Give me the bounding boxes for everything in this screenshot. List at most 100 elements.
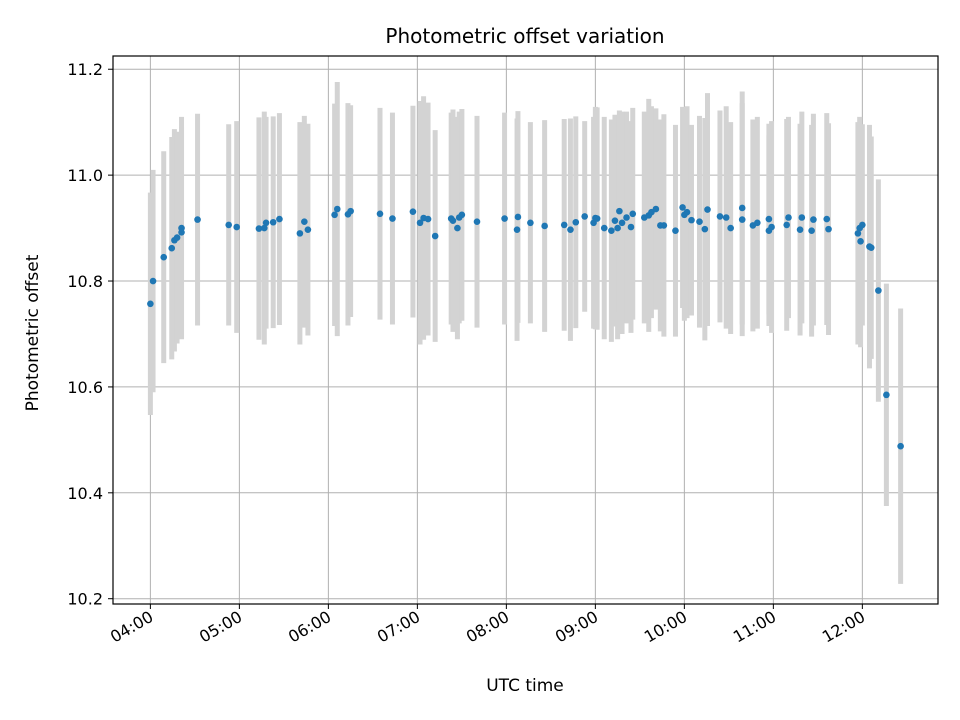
- y-axis-title: Photometric offset: [23, 254, 43, 411]
- x-tick-label: 05:00: [196, 607, 245, 647]
- data-point: [389, 215, 396, 222]
- data-point: [149, 277, 157, 285]
- data-point: [727, 224, 734, 232]
- y-tick-label: 10.8: [67, 272, 103, 291]
- x-tick-label: 04:00: [107, 607, 156, 647]
- data-point: [409, 208, 417, 215]
- data-point: [255, 225, 263, 232]
- data-point: [696, 218, 703, 226]
- data-point: [738, 216, 746, 223]
- data-point: [600, 224, 608, 232]
- data-point: [704, 206, 711, 213]
- data-point: [688, 216, 695, 224]
- data-point: [810, 216, 817, 223]
- data-point: [593, 215, 601, 222]
- data-point: [785, 214, 792, 221]
- data-point: [262, 219, 270, 227]
- data-point: [560, 221, 568, 229]
- data-points: [147, 204, 904, 450]
- data-point: [168, 244, 176, 252]
- y-axis: 10.2 10.4 10.6 10.8 11.0 11.2: [67, 60, 113, 609]
- data-point: [424, 215, 432, 223]
- data-point: [431, 232, 439, 240]
- data-point: [679, 204, 686, 211]
- error-bars: [147, 81, 904, 584]
- data-point: [859, 221, 866, 229]
- data-point: [783, 221, 791, 229]
- x-tick-label: 10:00: [641, 607, 690, 647]
- data-point: [276, 215, 283, 223]
- data-point: [567, 226, 574, 233]
- x-tick-label: 09:00: [552, 607, 601, 647]
- data-point: [173, 234, 181, 241]
- y-tick-label: 11.2: [67, 60, 103, 79]
- x-tick-label: 08:00: [463, 607, 512, 647]
- data-point: [611, 217, 619, 224]
- data-point: [454, 224, 461, 232]
- data-point: [541, 222, 548, 230]
- y-tick-label: 10.4: [67, 484, 103, 503]
- data-point: [716, 213, 724, 220]
- data-point: [857, 238, 864, 245]
- data-point: [304, 226, 312, 233]
- data-point: [738, 204, 746, 212]
- data-point: [473, 218, 481, 226]
- x-tick-label: 11:00: [730, 607, 779, 647]
- data-point: [768, 223, 775, 231]
- data-point: [269, 218, 277, 226]
- data-point: [501, 215, 508, 222]
- data-point: [754, 219, 761, 227]
- data-point: [260, 224, 268, 232]
- data-point: [825, 225, 832, 233]
- y-tick-label: 10.2: [67, 590, 103, 609]
- data-point: [765, 215, 773, 223]
- data-point: [796, 226, 804, 233]
- data-point: [629, 210, 637, 218]
- data-point: [660, 222, 668, 229]
- data-point: [296, 230, 304, 237]
- data-point: [194, 216, 201, 223]
- data-point: [514, 213, 522, 221]
- data-point: [701, 225, 709, 233]
- data-point: [416, 219, 424, 227]
- data-point: [301, 218, 308, 226]
- data-point: [808, 227, 815, 235]
- data-point: [347, 207, 354, 215]
- data-point: [225, 221, 232, 229]
- data-point: [798, 214, 806, 221]
- data-point: [331, 211, 338, 219]
- data-point: [897, 442, 904, 450]
- plot-frame: [112, 55, 939, 605]
- data-point: [160, 253, 168, 261]
- data-point: [608, 227, 615, 235]
- x-tick-label: 12:00: [819, 607, 868, 647]
- data-point: [623, 214, 630, 221]
- y-tick-label: 10.6: [67, 378, 103, 397]
- data-point: [376, 210, 384, 218]
- data-point: [616, 207, 623, 215]
- data-point: [147, 300, 154, 308]
- data-point: [333, 205, 341, 213]
- y-tick-label: 11.0: [67, 166, 103, 185]
- data-point: [652, 205, 660, 213]
- chart-title: Photometric offset variation: [385, 24, 664, 48]
- x-tick-label: 07:00: [374, 607, 423, 647]
- x-axis-title: UTC time: [486, 676, 564, 696]
- data-point: [722, 214, 730, 221]
- data-point: [875, 287, 882, 294]
- data-point: [572, 218, 580, 226]
- data-point: [178, 224, 185, 232]
- data-point: [854, 230, 862, 237]
- data-point: [233, 223, 241, 231]
- data-point: [627, 223, 635, 231]
- x-tick-label: 06:00: [285, 607, 334, 647]
- data-point: [618, 219, 626, 227]
- data-point: [867, 244, 875, 251]
- data-point: [614, 224, 621, 232]
- data-point: [581, 213, 588, 220]
- data-point: [883, 391, 890, 399]
- data-point: [823, 215, 831, 223]
- data-point: [683, 208, 691, 216]
- data-point: [458, 211, 466, 219]
